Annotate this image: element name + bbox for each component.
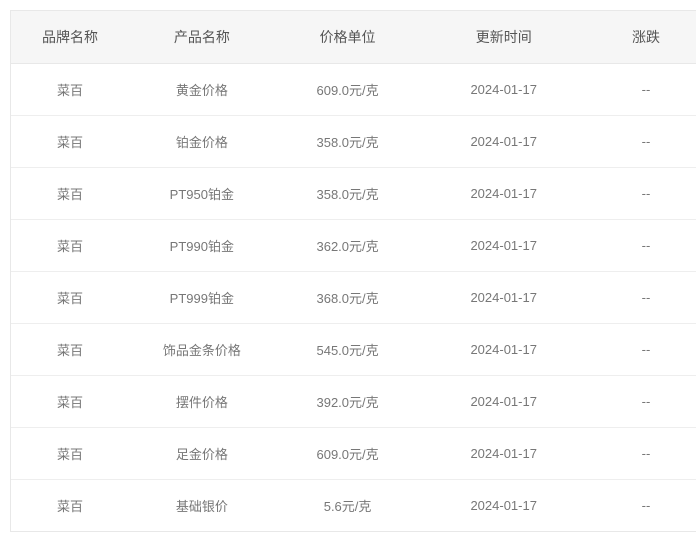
cell-brand: 菜百 <box>11 116 129 168</box>
cell-date: 2024-01-17 <box>420 428 587 480</box>
cell-price: 5.6元/克 <box>275 480 421 532</box>
cell-price: 392.0元/克 <box>275 376 421 428</box>
col-header-date: 更新时间 <box>420 11 587 64</box>
table-row: 菜百 基础银价 5.6元/克 2024-01-17 -- <box>11 480 696 532</box>
cell-date: 2024-01-17 <box>420 116 587 168</box>
price-table-container: 品牌名称 产品名称 价格单位 更新时间 涨跌 菜百 黄金价格 609.0元/克 … <box>10 10 696 532</box>
header-row: 品牌名称 产品名称 价格单位 更新时间 涨跌 <box>11 11 696 64</box>
cell-brand: 菜百 <box>11 64 129 116</box>
col-header-brand: 品牌名称 <box>11 11 129 64</box>
table-header: 品牌名称 产品名称 价格单位 更新时间 涨跌 <box>11 11 696 64</box>
cell-product: 铂金价格 <box>129 116 275 168</box>
cell-product: PT990铂金 <box>129 220 275 272</box>
cell-brand: 菜百 <box>11 220 129 272</box>
cell-product: 饰品金条价格 <box>129 324 275 376</box>
cell-price: 545.0元/克 <box>275 324 421 376</box>
cell-price: 362.0元/克 <box>275 220 421 272</box>
cell-price: 358.0元/克 <box>275 168 421 220</box>
table-row: 菜百 黄金价格 609.0元/克 2024-01-17 -- <box>11 64 696 116</box>
cell-date: 2024-01-17 <box>420 376 587 428</box>
cell-change: -- <box>587 428 696 480</box>
cell-brand: 菜百 <box>11 272 129 324</box>
col-header-change: 涨跌 <box>587 11 696 64</box>
table-row: 菜百 足金价格 609.0元/克 2024-01-17 -- <box>11 428 696 480</box>
cell-change: -- <box>587 168 696 220</box>
cell-date: 2024-01-17 <box>420 480 587 532</box>
cell-product: 足金价格 <box>129 428 275 480</box>
table-row: 菜百 铂金价格 358.0元/克 2024-01-17 -- <box>11 116 696 168</box>
cell-price: 609.0元/克 <box>275 64 421 116</box>
cell-brand: 菜百 <box>11 168 129 220</box>
col-header-price: 价格单位 <box>275 11 421 64</box>
table-row: 菜百 摆件价格 392.0元/克 2024-01-17 -- <box>11 376 696 428</box>
cell-change: -- <box>587 324 696 376</box>
cell-product: 摆件价格 <box>129 376 275 428</box>
cell-date: 2024-01-17 <box>420 324 587 376</box>
cell-product: PT999铂金 <box>129 272 275 324</box>
cell-change: -- <box>587 220 696 272</box>
cell-change: -- <box>587 116 696 168</box>
cell-date: 2024-01-17 <box>420 220 587 272</box>
cell-brand: 菜百 <box>11 324 129 376</box>
cell-change: -- <box>587 272 696 324</box>
cell-change: -- <box>587 64 696 116</box>
cell-price: 358.0元/克 <box>275 116 421 168</box>
cell-change: -- <box>587 376 696 428</box>
cell-date: 2024-01-17 <box>420 64 587 116</box>
table-row: 菜百 PT990铂金 362.0元/克 2024-01-17 -- <box>11 220 696 272</box>
cell-price: 609.0元/克 <box>275 428 421 480</box>
cell-brand: 菜百 <box>11 428 129 480</box>
table-body: 菜百 黄金价格 609.0元/克 2024-01-17 -- 菜百 铂金价格 3… <box>11 64 696 532</box>
table-row: 菜百 PT999铂金 368.0元/克 2024-01-17 -- <box>11 272 696 324</box>
table-row: 菜百 饰品金条价格 545.0元/克 2024-01-17 -- <box>11 324 696 376</box>
cell-product: PT950铂金 <box>129 168 275 220</box>
table-row: 菜百 PT950铂金 358.0元/克 2024-01-17 -- <box>11 168 696 220</box>
price-table: 品牌名称 产品名称 价格单位 更新时间 涨跌 菜百 黄金价格 609.0元/克 … <box>11 11 696 531</box>
col-header-product: 产品名称 <box>129 11 275 64</box>
cell-date: 2024-01-17 <box>420 272 587 324</box>
cell-product: 黄金价格 <box>129 64 275 116</box>
cell-date: 2024-01-17 <box>420 168 587 220</box>
cell-brand: 菜百 <box>11 480 129 532</box>
cell-brand: 菜百 <box>11 376 129 428</box>
cell-change: -- <box>587 480 696 532</box>
cell-price: 368.0元/克 <box>275 272 421 324</box>
cell-product: 基础银价 <box>129 480 275 532</box>
